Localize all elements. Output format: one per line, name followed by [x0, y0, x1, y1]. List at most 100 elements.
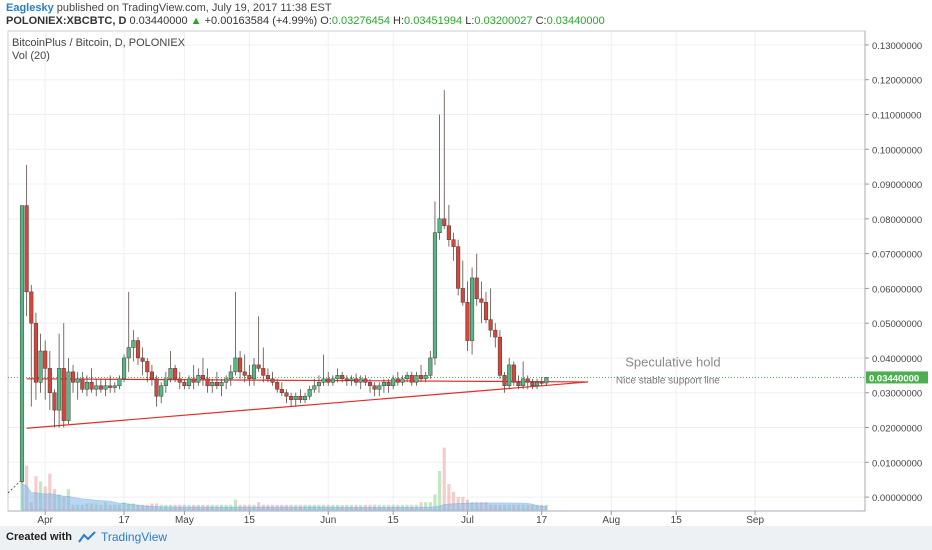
candle-body [182, 382, 187, 387]
candle-body [395, 378, 400, 383]
created-with-label: Created with [6, 531, 73, 543]
pre-listing-dashes [7, 481, 21, 494]
candle-body [256, 364, 261, 369]
time-tick-label: Sep [746, 515, 764, 526]
candle-body [289, 395, 294, 400]
candle-body [61, 368, 66, 421]
volume-bar [447, 484, 451, 510]
price-tick-label: 0.05000000 [872, 319, 922, 330]
close-value: 0.03440000 [546, 15, 605, 27]
candle-body [186, 378, 192, 387]
candle-body [534, 382, 540, 387]
candle-body [135, 340, 141, 359]
low-label: L: [465, 15, 475, 27]
candle-body [98, 385, 103, 390]
price-tick-label: 0.12000000 [872, 76, 922, 87]
volume-bar [438, 471, 442, 510]
trend-lines[interactable] [8, 377, 865, 429]
last-price-value: 0.03440000 [869, 373, 919, 384]
candle-body [511, 364, 516, 383]
candle-body [224, 378, 229, 383]
candle-body [94, 385, 99, 390]
volume-bar [428, 502, 432, 510]
candle-body [544, 377, 549, 384]
tradingview-icon [78, 531, 96, 543]
time-tick-label: May [175, 515, 194, 526]
time-tick-label: Aug [602, 515, 620, 526]
candle-body [437, 218, 442, 233]
price-chart[interactable]: 0.13000000 0.12000000 0.11000000 0.10000000… [0, 0, 932, 526]
price-tick-label: 0.00000000 [872, 493, 922, 504]
volume-bar [257, 502, 261, 510]
candle-body [530, 382, 535, 387]
candle-body [168, 368, 173, 380]
candle-body [191, 378, 196, 383]
candle-body [205, 378, 210, 387]
price-tick-label: 0.03000000 [872, 389, 922, 400]
candle-body [233, 357, 238, 373]
high-label: H: [393, 15, 405, 27]
candle-body [177, 378, 182, 383]
candle-body [381, 382, 386, 387]
candle-body [507, 364, 512, 387]
candle-body [479, 298, 484, 303]
candles [7, 90, 549, 494]
candle-body [140, 357, 145, 362]
price-tick-label: 0.13000000 [872, 41, 922, 52]
time-tick-label: 17 [119, 515, 131, 526]
candle-body [418, 375, 424, 380]
candle-body [326, 378, 331, 383]
candle-body [354, 378, 359, 383]
price-tick-label: 0.06000000 [872, 284, 922, 295]
up-arrow-icon: ▲ [190, 15, 202, 27]
price-tick-label: 0.02000000 [872, 424, 922, 435]
candle-body [293, 395, 298, 400]
candle-body [29, 291, 34, 324]
price-tick-label: 0.09000000 [872, 180, 922, 191]
time-tick-label: 17 [536, 515, 548, 526]
volume-pane [20, 447, 548, 511]
candle-body [173, 368, 178, 380]
candle-body [312, 385, 317, 390]
candle-body [400, 378, 405, 383]
candle-body [75, 378, 80, 383]
candle-body [145, 361, 150, 373]
price-axis[interactable]: 0.13000000 0.12000000 0.11000000 0.10000000… [865, 41, 922, 504]
candle-body [493, 329, 498, 338]
tradingview-logo[interactable]: TradingView [78, 530, 167, 544]
candle-body [363, 378, 368, 383]
last-price-marker: 0.03440000 [866, 371, 928, 384]
candle-body [423, 375, 428, 380]
candle-body [149, 371, 154, 380]
candle-body [154, 378, 159, 397]
published-text: published on TradingView.com, July 19, 2… [56, 2, 332, 14]
candle-body [251, 364, 257, 380]
candle-body [103, 385, 108, 390]
annotations[interactable]: Speculative hold Nice stable support line [616, 355, 721, 387]
time-tick-label: 15 [388, 515, 400, 526]
candle-body [214, 382, 219, 387]
candle-body [131, 340, 136, 348]
candle-body [358, 378, 363, 383]
candle-body [405, 375, 410, 380]
low-value: 0.03200027 [474, 15, 533, 27]
candle-body [391, 378, 396, 387]
price-tick-label: 0.04000000 [872, 354, 922, 365]
open-label: O: [320, 15, 332, 27]
volume-bar [442, 447, 446, 510]
candle-body [377, 385, 382, 390]
volume-bar [433, 494, 437, 510]
candle-body [33, 322, 38, 383]
candle-body [47, 368, 52, 393]
volume-bar [419, 502, 423, 510]
candle-body [242, 371, 247, 376]
price-tick-label: 0.07000000 [872, 250, 922, 261]
candle-body [302, 395, 308, 400]
author-name[interactable]: Eaglesky [6, 2, 54, 14]
candle-body [330, 378, 335, 383]
support-trendline [26, 381, 589, 429]
candle-body [52, 392, 57, 411]
candle-body [451, 239, 456, 247]
time-tick-label: Jul [461, 515, 474, 526]
time-axis[interactable]: Apr 17 May 15 Jun 15 Jul 17 Aug 15 Sep [37, 511, 764, 526]
